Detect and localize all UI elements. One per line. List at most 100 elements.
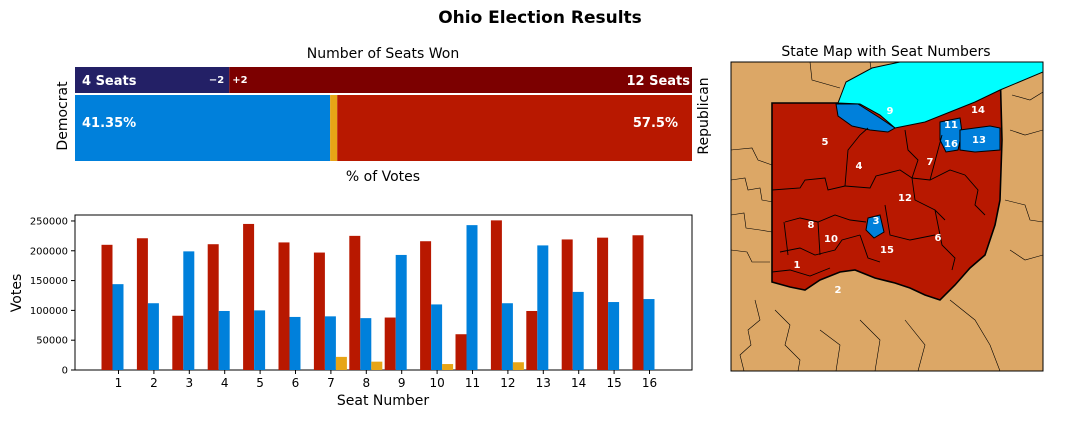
x-tick-label-13: 13 [536,376,551,390]
bar-rep-seat-4 [207,244,219,370]
rep-seats-bar [229,67,692,93]
district-label-8: 8 [808,220,815,231]
rep-vote-share-bar [337,95,692,161]
x-tick-label-16: 16 [642,376,657,390]
x-tick-label-12: 12 [500,376,515,390]
state-map-panel: State Map with Seat Numbers [730,44,1044,372]
x-tick-label-7: 7 [327,376,335,390]
district-label-9: 9 [887,106,894,117]
district-label-2: 2 [835,285,842,296]
votes-plot-frame [74,214,693,371]
x-tick-label-2: 2 [150,376,158,390]
rep-vote-share-label: 57.5% [633,116,678,131]
bar-other-seat-10 [442,364,454,370]
x-tick-label-10: 10 [429,376,444,390]
bar-rep-seat-9 [384,317,396,370]
share-x-label: % of Votes [346,169,420,185]
map-title: State Map with Seat Numbers [781,44,990,60]
district-label-16: 16 [944,139,958,150]
bar-dem-seat-4 [218,310,230,370]
bar-rep-seat-15 [597,237,609,370]
x-tick-label-15: 15 [606,376,621,390]
district-label-7: 7 [927,157,934,168]
dem-seats-label: 4 Seats [82,74,137,89]
share-panel-title: Number of Seats Won [307,46,459,62]
bar-rep-seat-11 [455,334,467,370]
bar-rep-seat-5 [243,223,255,370]
bar-dem-seat-12 [501,303,513,370]
bar-other-seat-7 [335,356,347,370]
y-tick-label-100000: 100000 [30,306,68,317]
x-tick-label-1: 1 [115,376,123,390]
district-label-6: 6 [935,233,942,244]
bar-rep-seat-8 [349,235,361,370]
bar-dem-seat-7 [324,316,336,370]
bar-rep-seat-1 [101,244,113,370]
bar-rep-seat-7 [313,252,325,370]
district-boundaries [771,127,986,277]
x-tick-label-9: 9 [398,376,406,390]
x-tick-label-14: 14 [571,376,586,390]
bar-dem-seat-11 [466,225,478,370]
bar-rep-seat-14 [561,239,573,370]
democrat-label: Democrat [55,81,71,151]
neighbor-county-lines [731,62,1043,371]
district-9-shape [835,103,896,133]
bar-rep-seat-3 [172,315,184,370]
votes-y-label: Votes [9,274,25,312]
bar-dem-seat-2 [147,303,159,370]
bar-other-seat-12 [512,362,524,370]
y-tick-label-50000: 50000 [36,336,68,347]
y-tick-label-200000: 200000 [30,246,68,257]
dem-vote-share-label: 41.35% [82,116,136,131]
district-3-shape [865,214,885,239]
district-13-shape [959,125,1001,153]
bar-rep-seat-10 [420,241,432,370]
dem-vote-share-bar [75,95,331,161]
bar-dem-seat-16 [643,299,655,370]
district-label-10: 10 [824,234,838,245]
bar-rep-seat-16 [632,235,644,370]
seat-share-panel: Number of Seats Won 4 Seats 12 Seats −2 +2 4… [55,46,712,185]
dem-seat-change: −2 [209,75,224,86]
y-tick-label-250000: 250000 [30,216,68,227]
district-label-1: 1 [794,260,801,271]
bar-other-seat-8 [371,361,383,370]
bar-dem-seat-14 [572,291,584,370]
x-tick-label-6: 6 [292,376,300,390]
figure-title: Ohio Election Results [438,8,642,28]
x-tick-label-5: 5 [256,376,264,390]
bar-rep-seat-2 [136,238,148,370]
votes-x-label: Seat Number [337,393,430,409]
district-label-12: 12 [898,193,912,204]
district-label-5: 5 [822,137,829,148]
rep-seats-label: 12 Seats [626,74,690,89]
other-vote-share-bar [330,95,338,161]
bar-dem-seat-9 [395,254,407,370]
district-label-14: 14 [971,105,985,116]
bar-dem-seat-1 [112,284,124,370]
map-frame [730,61,1044,372]
y-tick-label-150000: 150000 [30,276,68,287]
bar-rep-seat-12 [490,220,502,370]
lake-erie [837,62,1043,129]
bar-dem-seat-13 [537,245,549,370]
rep-seat-change: +2 [232,75,247,86]
x-tick-label-4: 4 [221,376,229,390]
bar-dem-seat-10 [431,304,443,370]
x-tick-label-3: 3 [185,376,193,390]
bar-dem-seat-8 [360,318,372,370]
x-tick-label-8: 8 [362,376,370,390]
bar-dem-seat-6 [289,316,301,370]
district-label-11: 11 [944,120,958,131]
bar-dem-seat-15 [608,302,620,370]
republican-label: Republican [696,77,712,154]
bar-rep-seat-13 [526,310,538,370]
bar-dem-seat-3 [183,251,195,370]
dem-seats-bar [75,67,230,93]
x-tick-label-11: 11 [465,376,480,390]
bar-rep-seat-6 [278,242,290,370]
